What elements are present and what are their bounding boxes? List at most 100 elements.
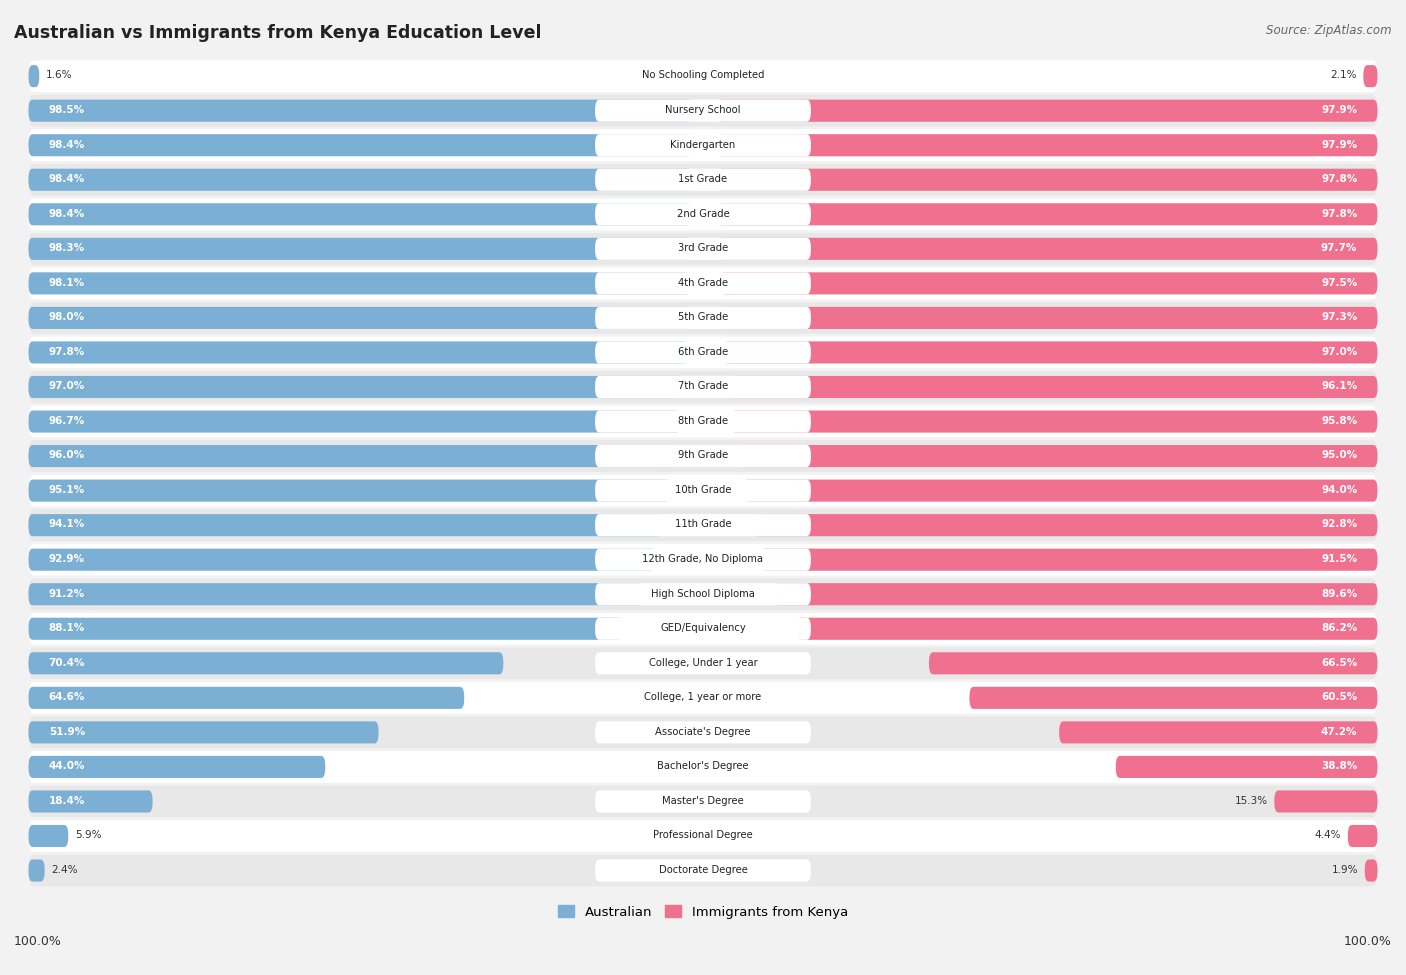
FancyBboxPatch shape bbox=[28, 267, 1378, 299]
FancyBboxPatch shape bbox=[28, 135, 692, 156]
Text: 98.5%: 98.5% bbox=[49, 105, 84, 115]
FancyBboxPatch shape bbox=[718, 169, 1378, 191]
FancyBboxPatch shape bbox=[28, 406, 1378, 438]
FancyBboxPatch shape bbox=[595, 445, 811, 467]
FancyBboxPatch shape bbox=[28, 198, 1378, 230]
Text: 12th Grade, No Diploma: 12th Grade, No Diploma bbox=[643, 554, 763, 564]
Text: 1.9%: 1.9% bbox=[1331, 865, 1358, 875]
Text: 95.0%: 95.0% bbox=[1322, 450, 1357, 460]
Text: 7th Grade: 7th Grade bbox=[678, 381, 728, 391]
Text: No Schooling Completed: No Schooling Completed bbox=[641, 70, 765, 81]
Text: 100.0%: 100.0% bbox=[1344, 935, 1392, 948]
Text: 98.4%: 98.4% bbox=[49, 209, 84, 218]
FancyBboxPatch shape bbox=[752, 514, 1378, 536]
FancyBboxPatch shape bbox=[28, 514, 664, 536]
FancyBboxPatch shape bbox=[28, 549, 655, 570]
FancyBboxPatch shape bbox=[28, 820, 1378, 852]
Text: 86.2%: 86.2% bbox=[1322, 623, 1357, 633]
Text: 2nd Grade: 2nd Grade bbox=[676, 209, 730, 218]
FancyBboxPatch shape bbox=[1116, 756, 1378, 778]
FancyBboxPatch shape bbox=[1364, 65, 1378, 87]
Text: 15.3%: 15.3% bbox=[1234, 796, 1268, 805]
FancyBboxPatch shape bbox=[28, 95, 1378, 127]
FancyBboxPatch shape bbox=[28, 376, 683, 398]
FancyBboxPatch shape bbox=[595, 410, 811, 433]
Text: Australian vs Immigrants from Kenya Education Level: Australian vs Immigrants from Kenya Educ… bbox=[14, 24, 541, 42]
FancyBboxPatch shape bbox=[28, 509, 1378, 541]
FancyBboxPatch shape bbox=[718, 238, 1378, 260]
Text: 96.7%: 96.7% bbox=[49, 416, 84, 426]
Text: Kindergarten: Kindergarten bbox=[671, 139, 735, 149]
Text: 97.8%: 97.8% bbox=[49, 347, 84, 357]
Text: 97.7%: 97.7% bbox=[1320, 243, 1357, 254]
Text: Bachelor's Degree: Bachelor's Degree bbox=[657, 761, 749, 771]
Text: 96.0%: 96.0% bbox=[49, 450, 84, 460]
FancyBboxPatch shape bbox=[595, 169, 811, 191]
FancyBboxPatch shape bbox=[28, 613, 1378, 644]
FancyBboxPatch shape bbox=[28, 751, 1378, 783]
FancyBboxPatch shape bbox=[28, 440, 1378, 472]
FancyBboxPatch shape bbox=[28, 722, 378, 743]
Text: High School Diploma: High School Diploma bbox=[651, 589, 755, 599]
FancyBboxPatch shape bbox=[744, 480, 1378, 502]
FancyBboxPatch shape bbox=[1348, 825, 1378, 847]
FancyBboxPatch shape bbox=[796, 618, 1378, 640]
Text: 94.0%: 94.0% bbox=[1322, 485, 1357, 495]
Text: 95.8%: 95.8% bbox=[1322, 416, 1357, 426]
FancyBboxPatch shape bbox=[28, 825, 69, 847]
FancyBboxPatch shape bbox=[28, 238, 692, 260]
Text: 92.9%: 92.9% bbox=[49, 554, 84, 564]
FancyBboxPatch shape bbox=[28, 682, 1378, 714]
Text: Associate's Degree: Associate's Degree bbox=[655, 726, 751, 737]
FancyBboxPatch shape bbox=[595, 307, 811, 329]
Text: 88.1%: 88.1% bbox=[49, 623, 84, 633]
FancyBboxPatch shape bbox=[1059, 722, 1378, 743]
Text: 6th Grade: 6th Grade bbox=[678, 347, 728, 357]
Text: 98.4%: 98.4% bbox=[49, 139, 84, 149]
FancyBboxPatch shape bbox=[595, 203, 811, 225]
FancyBboxPatch shape bbox=[595, 652, 811, 675]
Text: 51.9%: 51.9% bbox=[49, 726, 84, 737]
FancyBboxPatch shape bbox=[28, 791, 153, 812]
Text: 44.0%: 44.0% bbox=[49, 761, 86, 771]
Text: 98.3%: 98.3% bbox=[49, 243, 84, 254]
FancyBboxPatch shape bbox=[721, 307, 1378, 329]
Text: 70.4%: 70.4% bbox=[49, 657, 86, 668]
FancyBboxPatch shape bbox=[595, 825, 811, 847]
FancyBboxPatch shape bbox=[28, 65, 39, 87]
Text: 64.6%: 64.6% bbox=[49, 692, 86, 702]
Text: 97.0%: 97.0% bbox=[49, 381, 84, 391]
FancyBboxPatch shape bbox=[1274, 791, 1378, 812]
Text: 9th Grade: 9th Grade bbox=[678, 450, 728, 460]
FancyBboxPatch shape bbox=[717, 135, 1378, 156]
Text: 1st Grade: 1st Grade bbox=[679, 175, 727, 184]
Text: 60.5%: 60.5% bbox=[1322, 692, 1357, 702]
FancyBboxPatch shape bbox=[28, 410, 681, 433]
FancyBboxPatch shape bbox=[28, 164, 1378, 196]
FancyBboxPatch shape bbox=[28, 652, 503, 675]
Text: 98.0%: 98.0% bbox=[49, 312, 84, 322]
FancyBboxPatch shape bbox=[595, 583, 811, 605]
Text: Nursery School: Nursery School bbox=[665, 105, 741, 115]
FancyBboxPatch shape bbox=[723, 341, 1378, 364]
Text: 97.8%: 97.8% bbox=[1322, 209, 1357, 218]
FancyBboxPatch shape bbox=[717, 99, 1378, 122]
FancyBboxPatch shape bbox=[28, 544, 1378, 575]
Text: 2.1%: 2.1% bbox=[1330, 70, 1357, 81]
FancyBboxPatch shape bbox=[595, 860, 811, 881]
FancyBboxPatch shape bbox=[718, 203, 1378, 225]
FancyBboxPatch shape bbox=[28, 578, 1378, 610]
FancyBboxPatch shape bbox=[28, 686, 464, 709]
Text: 11th Grade: 11th Grade bbox=[675, 520, 731, 529]
Text: 18.4%: 18.4% bbox=[49, 796, 86, 805]
Text: 3rd Grade: 3rd Grade bbox=[678, 243, 728, 254]
FancyBboxPatch shape bbox=[730, 376, 1378, 398]
FancyBboxPatch shape bbox=[28, 307, 689, 329]
Text: 10th Grade: 10th Grade bbox=[675, 485, 731, 495]
FancyBboxPatch shape bbox=[28, 756, 325, 778]
Text: Doctorate Degree: Doctorate Degree bbox=[658, 865, 748, 875]
FancyBboxPatch shape bbox=[28, 480, 669, 502]
FancyBboxPatch shape bbox=[28, 475, 1378, 506]
Text: 47.2%: 47.2% bbox=[1320, 726, 1357, 737]
Text: 97.8%: 97.8% bbox=[1322, 175, 1357, 184]
